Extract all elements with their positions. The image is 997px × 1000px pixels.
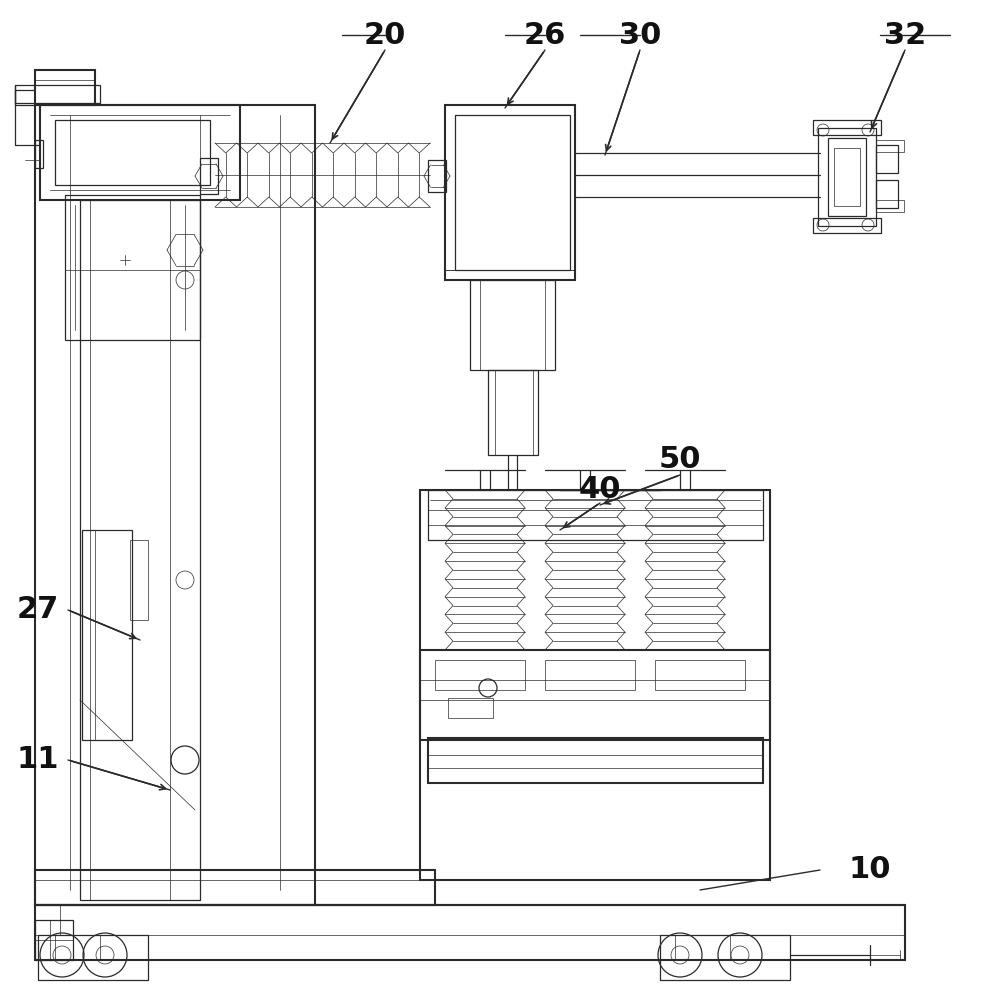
Bar (65, 195, 200, 340)
Bar (35, 905, 905, 960)
Bar (82, 530, 132, 740)
Bar (876, 145, 898, 173)
Text: 20: 20 (364, 20, 406, 49)
Bar (660, 935, 790, 980)
Bar (420, 490, 770, 880)
Bar (130, 540, 148, 620)
Bar (35, 70, 95, 105)
Bar (35, 105, 315, 905)
Bar (445, 270, 575, 280)
Bar (813, 218, 881, 233)
Bar (876, 140, 904, 152)
Bar (428, 738, 763, 783)
Bar (655, 660, 745, 690)
Text: 50: 50 (659, 446, 701, 475)
Text: 11: 11 (17, 746, 59, 774)
Bar (828, 138, 866, 216)
Bar (428, 490, 763, 540)
Bar (15, 85, 100, 103)
Bar (200, 158, 218, 194)
Text: 40: 40 (578, 476, 621, 504)
Bar (488, 370, 538, 455)
Bar (38, 935, 148, 980)
Bar (40, 105, 240, 200)
Bar (818, 128, 876, 226)
Bar (420, 650, 770, 740)
Bar (455, 115, 570, 270)
Bar (445, 105, 575, 280)
Bar (876, 200, 904, 212)
Text: 27: 27 (17, 595, 59, 624)
Bar (545, 660, 635, 690)
Bar (428, 160, 446, 192)
Text: 30: 30 (619, 20, 661, 49)
Bar (35, 140, 43, 168)
Text: 10: 10 (848, 856, 891, 884)
Text: 26: 26 (523, 20, 566, 49)
Bar (470, 280, 555, 370)
Bar (435, 660, 525, 690)
Bar (35, 920, 73, 960)
Bar (876, 180, 898, 208)
Text: 32: 32 (884, 20, 926, 49)
Bar (834, 148, 860, 206)
Bar (813, 120, 881, 135)
Bar (55, 120, 210, 185)
Bar (80, 200, 200, 900)
Bar (35, 870, 435, 905)
Bar (448, 698, 493, 718)
